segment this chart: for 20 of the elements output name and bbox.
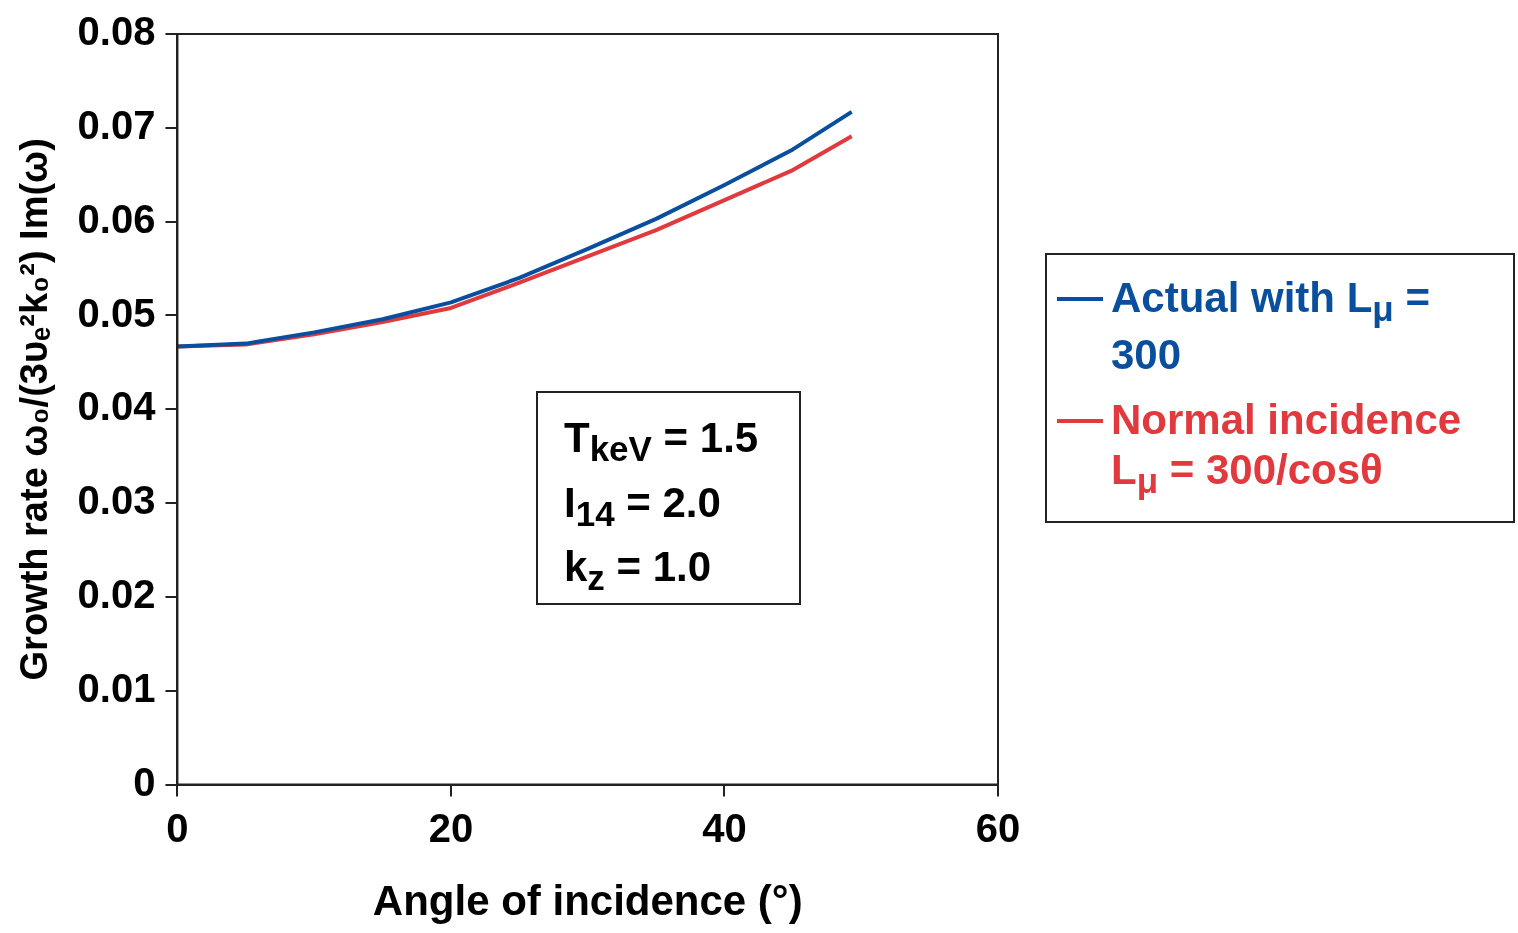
y-tick-label: 0.05 xyxy=(77,290,156,335)
y-tick-label: 0.06 xyxy=(77,196,156,241)
y-tick-label: 0 xyxy=(133,759,156,804)
annotation: I$_{14}$ = 2.0 xyxy=(564,477,722,536)
annotation: T$_{keV}$ = 1.5 xyxy=(564,413,760,471)
x-tick-label: 0 xyxy=(166,805,189,850)
legend-label: Normal incidence L$_{μ}$ = 300/cosθ xyxy=(1111,394,1463,503)
y-tick-label: 0.07 xyxy=(77,102,156,147)
text: Actual with L$_{μ}$ = 300 xyxy=(1111,274,1430,379)
y-tick-label: 0.04 xyxy=(77,384,157,429)
x-tick-label: 20 xyxy=(428,805,474,850)
x-tick-label: 40 xyxy=(702,805,747,850)
y-tick-label: 0.03 xyxy=(77,478,156,523)
y-tick-label: 0.01 xyxy=(77,665,156,710)
annotation: k$_{z}$ = 1.0 xyxy=(564,542,713,600)
x-axis-title: Angle of incidence (°) xyxy=(372,877,803,925)
y-axis-title: Growth rate ω₀/(3υₑ²k₀²) Im(ω) xyxy=(13,138,56,681)
y-tick-label: 0.02 xyxy=(77,571,156,616)
x-tick-label: 60 xyxy=(975,805,1021,850)
y-tick-label: 0.08 xyxy=(77,9,156,54)
